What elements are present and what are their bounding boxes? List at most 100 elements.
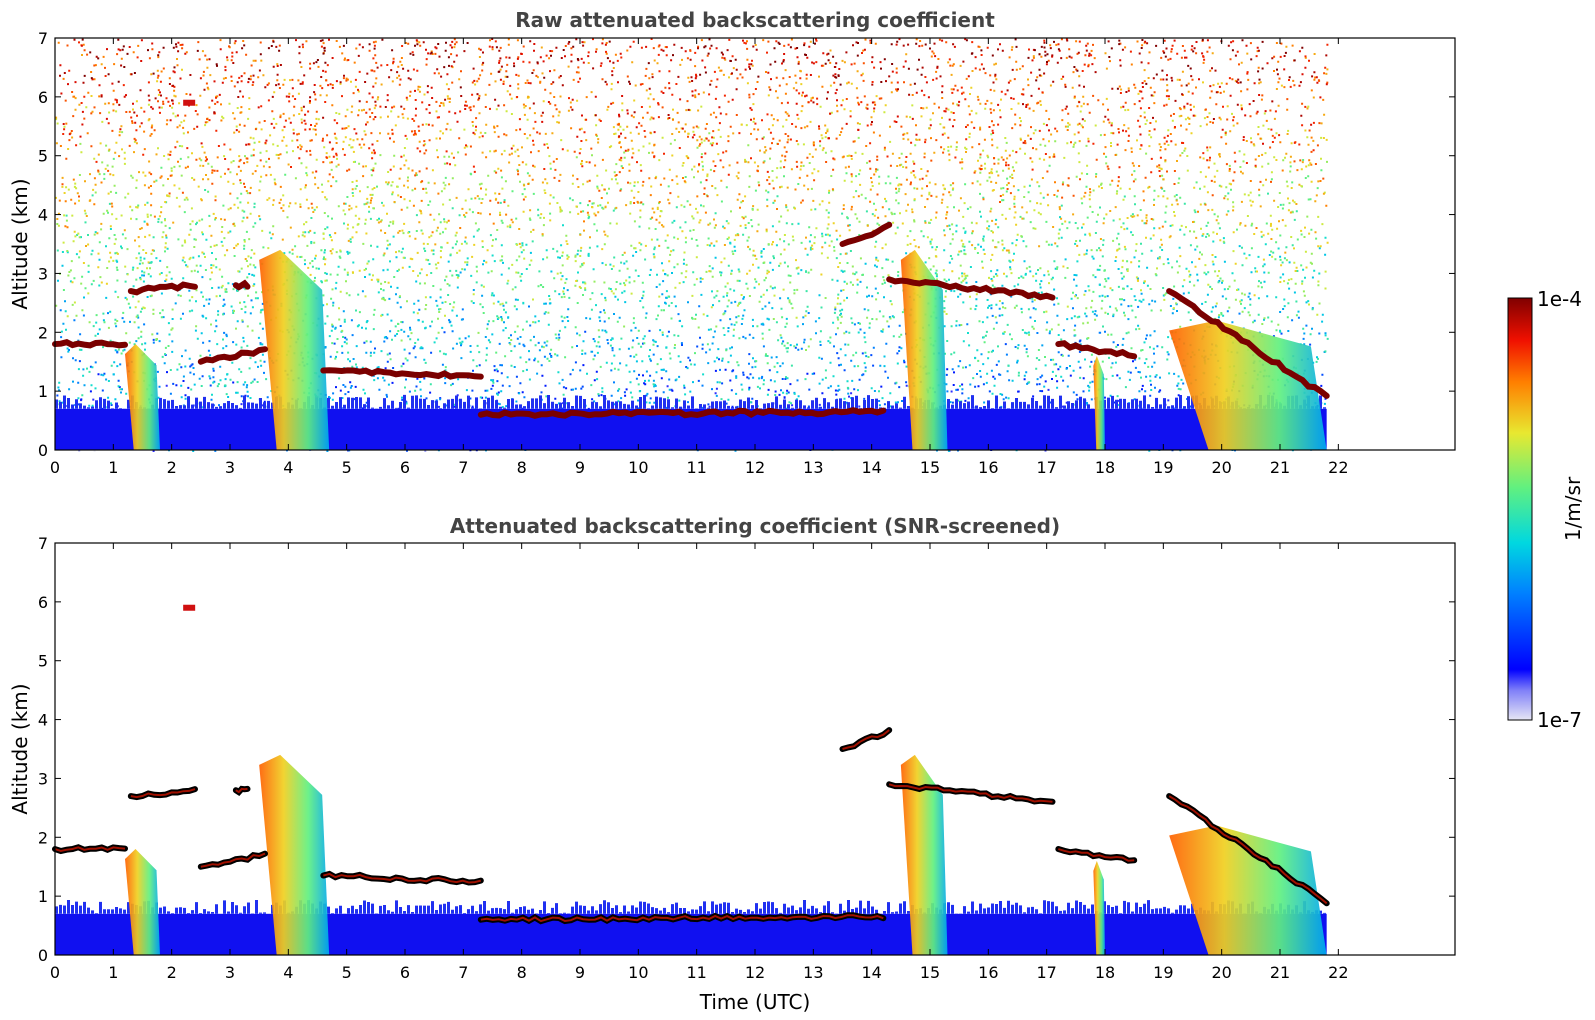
x-tick-label: 19 (1153, 963, 1173, 982)
cloud-layer-core (323, 872, 482, 884)
x-tick-label: 6 (400, 963, 410, 982)
x-tick-label: 10 (628, 458, 648, 477)
precipitation-streak (1169, 320, 1327, 450)
x-tick-label: 4 (283, 458, 293, 477)
x-tick-label: 5 (342, 458, 352, 477)
x-tick-label: 20 (1211, 963, 1231, 982)
cloud-layer (1055, 340, 1138, 360)
x-tick-label: 19 (1153, 458, 1173, 477)
cloud-layer-core (1168, 795, 1328, 905)
panel-raw: Raw attenuated backscattering coefficien… (8, 8, 1456, 477)
cloud-layer-core (235, 787, 248, 794)
x-tick-label: 7 (458, 963, 468, 982)
precipitation-streak (1169, 825, 1327, 955)
y-tick-label: 3 (38, 264, 48, 283)
x-tick-label: 21 (1270, 963, 1290, 982)
y-tick-label: 4 (38, 711, 48, 730)
x-tick-label: 14 (861, 458, 881, 477)
noise-speckle (55, 40, 1329, 261)
chart-title-raw: Raw attenuated backscattering coefficien… (515, 8, 995, 32)
x-tick-label: 14 (861, 963, 881, 982)
x-tick-label: 22 (1328, 458, 1348, 477)
x-tick-label: 8 (517, 963, 527, 982)
noise-speckle (81, 38, 1304, 90)
x-tick-label: 11 (686, 963, 706, 982)
cloud-layer (232, 279, 251, 291)
x-axis-label: Time (UTC) (699, 990, 811, 1014)
cloud-layer-core (54, 846, 126, 853)
noise-speckle (59, 38, 1328, 123)
chart-title-screened: Attenuated backscattering coefficient (S… (450, 514, 1060, 538)
cloud-layer (839, 221, 893, 247)
aerosol-top (55, 899, 1326, 914)
cloud-layer-core (200, 852, 266, 868)
y-axis-raw: 0 1 2 3 4 5 6 7 (38, 29, 1455, 460)
isolated-feature (183, 604, 196, 611)
x-tick-label: 21 (1270, 458, 1290, 477)
y-tick-label: 2 (38, 323, 48, 342)
x-tick-label: 22 (1328, 963, 1348, 982)
x-tick-label: 6 (400, 458, 410, 477)
precipitation-streak (259, 754, 330, 955)
x-tick-label: 9 (575, 458, 585, 477)
x-tick-label: 0 (50, 458, 60, 477)
x-tick-label: 1 (108, 963, 118, 982)
precipitation-streak (900, 249, 948, 450)
y-tick-label: 7 (38, 29, 48, 48)
panel-screened: Attenuated backscattering coefficient (S… (8, 514, 1456, 1014)
x-tick-label: 2 (167, 963, 177, 982)
y-tick-label: 1 (38, 887, 48, 906)
y-tick-label: 5 (38, 147, 48, 166)
cloud-layer (197, 346, 268, 365)
cloud-layer-core (130, 788, 196, 799)
x-tick-label: 11 (686, 458, 706, 477)
precipitation-streak (259, 249, 330, 450)
precipitation-streak (1093, 860, 1105, 955)
cloud-layer-core (1058, 848, 1135, 862)
y-tick-label: 1 (38, 382, 48, 401)
y-tick-label: 4 (38, 206, 48, 225)
x-tick-label: 16 (978, 963, 998, 982)
y-tick-label: 0 (38, 946, 48, 965)
cloud-layer (52, 339, 128, 349)
cloud-layer (320, 367, 484, 380)
y-tick-label: 6 (38, 88, 48, 107)
x-axis-raw: 0 1 2 3 4 5 6 7 8 9 10 11 12 13 14 15 16 17 18 19 20 21 22 (50, 38, 1349, 477)
colorbar-unit-label: 1/m/sr (1561, 476, 1585, 541)
precipitation-streak (1093, 355, 1105, 450)
y-tick-label: 2 (38, 828, 48, 847)
x-tick-label: 18 (1095, 458, 1115, 477)
noise-speckle (55, 100, 1327, 319)
precipitation-streak (125, 849, 160, 955)
x-tick-label: 4 (283, 963, 293, 982)
x-tick-label: 0 (50, 963, 60, 982)
y-tick-label: 6 (38, 593, 48, 612)
x-tick-label: 13 (803, 963, 823, 982)
noise-speckle (62, 38, 1329, 182)
noise-speckle (57, 38, 1328, 234)
noise-speckle (55, 298, 1321, 452)
precipitation-streak (900, 754, 948, 955)
plot-area-raw (52, 38, 1330, 452)
x-tick-label: 9 (575, 963, 585, 982)
cloud-layer-core (480, 914, 884, 923)
aerosol-top (55, 394, 1326, 409)
cloud-layer (127, 281, 198, 296)
y-tick-label: 7 (38, 534, 48, 553)
y-tick-label: 0 (38, 441, 48, 460)
x-tick-label: 8 (517, 458, 527, 477)
colorbar-min-label: 1e-7 (1537, 708, 1582, 732)
colorbar-gradient (1507, 297, 1533, 721)
y-tick-label: 5 (38, 652, 48, 671)
colorbar-max-label: 1e-4 (1537, 287, 1582, 311)
y-tick-label: 3 (38, 769, 48, 788)
x-tick-label: 7 (458, 458, 468, 477)
x-tick-label: 13 (803, 458, 823, 477)
y-axis-screened: 0 1 2 3 4 5 6 7 (38, 534, 1455, 965)
x-axis-screened: 0 1 2 3 4 5 6 7 8 9 10 11 12 13 14 15 16 17 18 19 20 21 22 (50, 543, 1349, 982)
x-tick-label: 3 (225, 963, 235, 982)
y-axis-label-screened: Altitude (km) (8, 683, 32, 814)
x-tick-label: 2 (167, 458, 177, 477)
x-tick-label: 16 (978, 458, 998, 477)
